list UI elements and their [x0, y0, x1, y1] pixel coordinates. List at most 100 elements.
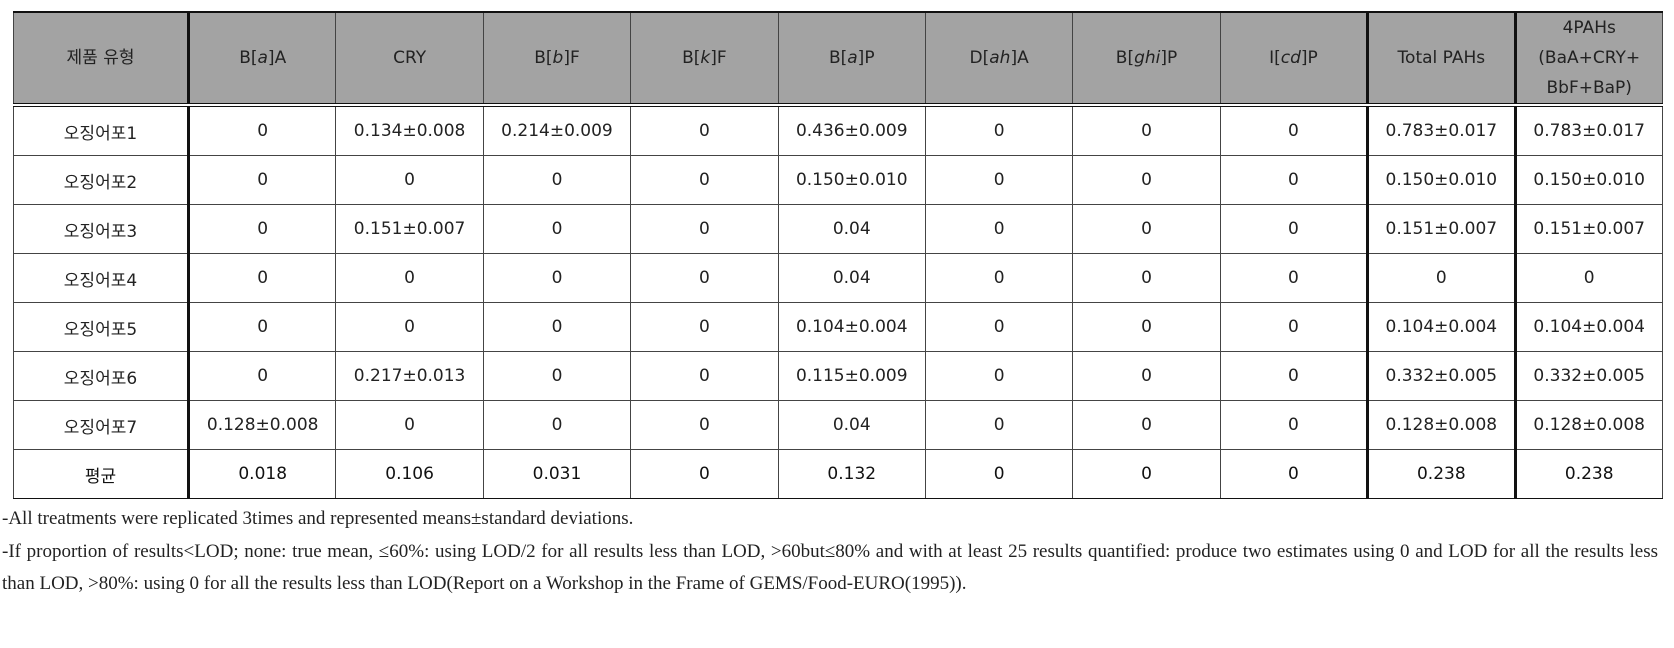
- cell: 0.783±0.017: [1366, 104, 1516, 156]
- cell: 0: [482, 155, 632, 205]
- cell: 0: [924, 155, 1074, 205]
- cell: 0: [924, 104, 1074, 156]
- row-label: 오징어포7: [13, 400, 189, 450]
- table-row: 오징어포1 0 0.134±0.008 0.214±0.009 0 0.436±0.009…: [13, 104, 1663, 156]
- column-header: D[ah]A: [924, 11, 1074, 107]
- cell: 0: [924, 449, 1074, 499]
- cell: 0: [482, 351, 632, 401]
- table-body: 오징어포1 0 0.134±0.008 0.214±0.009 0 0.436±0.009…: [13, 104, 1663, 499]
- row-label: 오징어포6: [13, 351, 189, 401]
- cell: 0: [1219, 253, 1369, 303]
- cell: 0: [335, 302, 484, 352]
- column-header: B[k]F: [630, 11, 779, 107]
- cell: 0: [924, 400, 1074, 450]
- column-header: Total PAHs: [1366, 11, 1516, 107]
- table-row: 오징어포4 0 0 0 0 0.04 0 0 0 0 0: [13, 253, 1663, 303]
- table-row: 오징어포2 0 0 0 0 0.150±0.010 0 0 0 0.150±0.010 0.150±…: [13, 155, 1663, 205]
- cell: 0.104±0.004: [1513, 302, 1663, 352]
- cell: 0: [186, 351, 337, 401]
- header-row: 제품 유형 B[a]A CRY B[b]F B[k]F B[a]P D[ah]A B[ghi]…: [13, 11, 1663, 107]
- row-label: 오징어포2: [13, 155, 189, 205]
- cell: 0.332±0.005: [1513, 351, 1663, 401]
- row-label: 오징어포3: [13, 204, 189, 254]
- cell: 0: [1219, 302, 1369, 352]
- cell: 0: [924, 253, 1074, 303]
- table-row: 오징어포6 0 0.217±0.013 0 0 0.115±0.009 0 0 0 0.332±0…: [13, 351, 1663, 401]
- cell: 0: [924, 204, 1074, 254]
- cell: 0.128±0.008: [186, 400, 337, 450]
- cell: 0: [186, 104, 337, 156]
- cell: 0: [482, 400, 632, 450]
- data-table: 제품 유형 B[a]A CRY B[b]F B[k]F B[a]P D[ah]A B[ghi]…: [13, 11, 1663, 499]
- cell: 0: [1072, 400, 1221, 450]
- table-row: 평균 0.018 0.106 0.031 0 0.132 0 0 0 0.238 0.238: [13, 449, 1663, 499]
- cell: 0.04: [777, 253, 926, 303]
- cell: 0: [630, 351, 779, 401]
- notes: -All treatments were replicated 3times a…: [2, 503, 1658, 601]
- cell: 0: [482, 302, 632, 352]
- cell: 0.217±0.013: [335, 351, 484, 401]
- cell: 0: [1072, 253, 1221, 303]
- cell: 0.238: [1513, 449, 1663, 499]
- note: -If proportion of results<LOD; none: tru…: [2, 540, 1658, 595]
- row-label: 평균: [13, 449, 189, 499]
- row-label: 오징어포4: [13, 253, 189, 303]
- cell: 0: [186, 253, 337, 303]
- header-line: 4PAHs: [1562, 18, 1616, 38]
- cell: 0.128±0.008: [1513, 400, 1663, 450]
- cell: 0: [1219, 155, 1369, 205]
- cell: 0: [1219, 104, 1369, 156]
- cell: 0: [482, 253, 632, 303]
- column-header: 제품 유형: [13, 11, 189, 107]
- cell: 0.031: [482, 449, 632, 499]
- cell: 0: [1072, 302, 1221, 352]
- cell: 0: [924, 302, 1074, 352]
- cell: 0.332±0.005: [1366, 351, 1516, 401]
- row-label: 오징어포1: [13, 104, 189, 156]
- cell: 0: [186, 204, 337, 254]
- cell: 0: [630, 155, 779, 205]
- note: -All treatments were replicated 3times a…: [2, 508, 634, 529]
- cell: 0.104±0.004: [777, 302, 926, 352]
- cell: 0: [1219, 351, 1369, 401]
- cell: 0: [186, 155, 337, 205]
- cell: 0.134±0.008: [335, 104, 484, 156]
- column-header: 4PAHs (BaA+CRY+ BbF+BaP): [1513, 11, 1663, 107]
- cell: 0.132: [777, 449, 926, 499]
- cell: 0.128±0.008: [1366, 400, 1516, 450]
- cell: 0: [335, 253, 484, 303]
- cell: 0.150±0.010: [1513, 155, 1663, 205]
- cell: 0: [335, 155, 484, 205]
- cell: 0: [630, 302, 779, 352]
- cell: 0: [630, 400, 779, 450]
- column-header: B[a]P: [777, 11, 926, 107]
- table-row: 오징어포5 0 0 0 0 0.104±0.004 0 0 0 0.104±0.004 0.104±…: [13, 302, 1663, 352]
- column-header: B[a]A: [186, 11, 337, 107]
- cell: 0.104±0.004: [1366, 302, 1516, 352]
- cell: 0: [630, 449, 779, 499]
- cell: 0.018: [186, 449, 337, 499]
- column-header: B[b]F: [482, 11, 632, 107]
- cell: 0: [1072, 155, 1221, 205]
- cell: 0.150±0.010: [777, 155, 926, 205]
- cell: 0.04: [777, 400, 926, 450]
- table-row: 오징어포7 0.128±0.008 0 0 0 0.04 0 0 0 0.128±0.008 0.1…: [13, 400, 1663, 450]
- cell: 0: [630, 204, 779, 254]
- column-header: I[cd]P: [1219, 11, 1369, 107]
- header-line: BbF+BaP): [1546, 78, 1632, 98]
- cell: 0: [1219, 400, 1369, 450]
- cell: 0.04: [777, 204, 926, 254]
- cell: 0: [630, 253, 779, 303]
- cell: 0.238: [1366, 449, 1516, 499]
- cell: 0: [482, 204, 632, 254]
- cell: 0.151±0.007: [1513, 204, 1663, 254]
- column-header: B[ghi]P: [1072, 11, 1221, 107]
- cell: 0: [630, 104, 779, 156]
- cell: 0: [924, 351, 1074, 401]
- cell: 0.151±0.007: [1366, 204, 1516, 254]
- header-line: (BaA+CRY+: [1538, 48, 1641, 68]
- cell: 0.151±0.007: [335, 204, 484, 254]
- cell: 0.106: [335, 449, 484, 499]
- cell: 0.150±0.010: [1366, 155, 1516, 205]
